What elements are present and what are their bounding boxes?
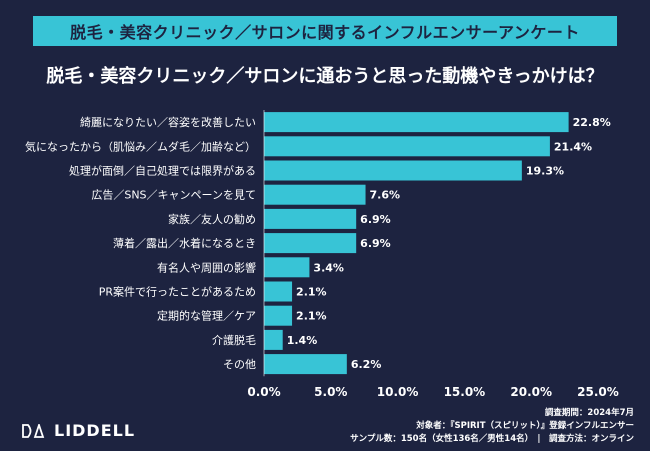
- survey-notes: 調査期間：2024年7月 対象者：『SPIRIT（スピリット）』登録インフルエン…: [350, 407, 634, 446]
- bar: [264, 233, 357, 254]
- value-label: 1.4%: [287, 334, 318, 347]
- bar: [264, 257, 310, 278]
- value-label: 6.9%: [360, 213, 391, 226]
- category-label: 処理が面倒／自己処理では限界がある: [69, 164, 256, 178]
- liddell-logo-icon: [22, 423, 45, 438]
- value-label: 2.1%: [296, 310, 327, 323]
- x-tick-label: 0.0%: [247, 385, 280, 399]
- x-tick-label: 5.0%: [314, 385, 347, 399]
- survey-target: 対象者：『SPIRIT（スピリット）』登録インフルエンサー: [416, 421, 634, 431]
- bar: [264, 354, 347, 375]
- category-label: 有名人や周囲の影響: [157, 260, 256, 274]
- value-label: 22.8%: [573, 116, 611, 129]
- survey-sample: サンプル数：150名（女性136名／男性14名） | 調査方法：オンライン: [350, 434, 634, 444]
- category-label: 気になったから（肌悩み／ムダ毛／加齢など）: [25, 139, 256, 153]
- category-label: 薄着／露出／水着になるとき: [113, 236, 256, 250]
- value-label: 3.4%: [313, 261, 344, 274]
- value-label: 6.2%: [351, 358, 382, 371]
- value-label: 19.3%: [526, 165, 564, 178]
- brand-name: LIDDELL: [54, 421, 136, 440]
- category-label: 広告／SNS／キャンペーンを見て: [91, 189, 256, 202]
- category-label: 介護脱毛: [212, 333, 256, 347]
- category-label: 定期的な管理／ケア: [157, 309, 256, 323]
- value-label: 21.4%: [554, 140, 592, 153]
- bar: [264, 208, 357, 229]
- survey-title: 脱毛・美容クリニック／サロンに関するインフルエンサーアンケート: [70, 23, 580, 42]
- bar: [264, 184, 366, 205]
- brand-logo: LIDDELL: [22, 421, 135, 440]
- category-label: 綺麗になりたい／容姿を改善したい: [80, 115, 256, 129]
- category-label: その他: [223, 358, 256, 371]
- bar: [264, 136, 550, 157]
- x-tick-label: 10.0%: [377, 385, 419, 399]
- category-label: 家族／友人の勧め: [168, 212, 256, 226]
- value-label: 6.9%: [360, 237, 391, 250]
- bar: [264, 281, 293, 302]
- value-label: 7.6%: [370, 189, 401, 202]
- bar: [264, 329, 283, 350]
- question-title: 脱毛・美容クリニック／サロンに通おうと思った動機やきっかけは？: [46, 66, 604, 87]
- bar: [264, 112, 569, 133]
- x-tick-label: 20.0%: [510, 385, 552, 399]
- category-label: PR案件で行ったことがあるため: [99, 285, 256, 299]
- bar: [264, 160, 522, 181]
- x-tick-label: 15.0%: [444, 385, 486, 399]
- survey-period: 調査期間：2024年7月: [544, 408, 634, 418]
- bar-chart: 綺麗になりたい／容姿を改善したい 22.8% 気になったから（肌悩み／ムダ毛／加齢な…: [25, 110, 619, 399]
- survey-title-banner: 脱毛・美容クリニック／サロンに関するインフルエンサーアンケート: [33, 16, 617, 46]
- bar: [264, 305, 293, 326]
- x-tick-label: 25.0%: [577, 385, 619, 399]
- value-label: 2.1%: [296, 286, 327, 299]
